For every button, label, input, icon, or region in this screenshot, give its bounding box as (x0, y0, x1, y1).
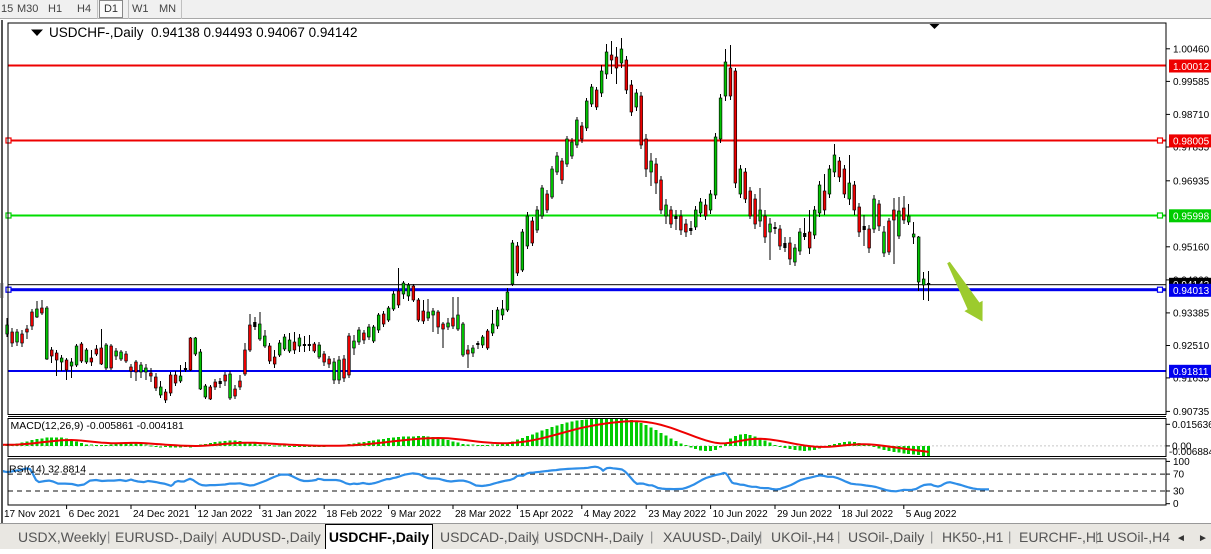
svg-text:RSI(14) 32.8814: RSI(14) 32.8814 (9, 464, 86, 476)
svg-text:24 Dec 2021: 24 Dec 2021 (133, 509, 190, 520)
svg-text:17 Nov 2021: 17 Nov 2021 (4, 509, 61, 520)
svg-text:0.015636: 0.015636 (1172, 420, 1211, 431)
svg-text:1.00012: 1.00012 (1173, 62, 1210, 73)
svg-text:5 Aug 2022: 5 Aug 2022 (906, 509, 957, 520)
svg-text:28 Mar 2022: 28 Mar 2022 (455, 509, 512, 520)
svg-text:31 Jan 2022: 31 Jan 2022 (262, 509, 317, 520)
svg-text:10 Jun 2022: 10 Jun 2022 (713, 509, 768, 520)
svg-text:6 Dec 2021: 6 Dec 2021 (69, 509, 121, 520)
svg-text:15 Apr 2022: 15 Apr 2022 (519, 509, 573, 520)
svg-text:12 Jan 2022: 12 Jan 2022 (197, 509, 252, 520)
svg-text:4 May 2022: 4 May 2022 (584, 509, 637, 520)
svg-text:0.91635: 0.91635 (1173, 373, 1210, 384)
svg-text:23 May 2022: 23 May 2022 (648, 509, 706, 520)
svg-text:0.91811: 0.91811 (1173, 367, 1209, 378)
svg-text:18 Feb 2022: 18 Feb 2022 (326, 509, 383, 520)
svg-text:0.90735: 0.90735 (1173, 407, 1210, 418)
svg-text:1.00460: 1.00460 (1173, 44, 1210, 55)
svg-text:0.94013: 0.94013 (1173, 286, 1210, 297)
svg-text:29 Jun 2022: 29 Jun 2022 (777, 509, 832, 520)
svg-text:0.97835: 0.97835 (1173, 143, 1210, 154)
svg-text:0.00: 0.00 (1172, 441, 1192, 452)
svg-text:0.96935: 0.96935 (1173, 176, 1210, 187)
svg-text:18 Jul 2022: 18 Jul 2022 (841, 509, 893, 520)
svg-text:-0.006884: -0.006884 (1169, 447, 1211, 458)
svg-text:100: 100 (1173, 457, 1190, 468)
svg-text:0.98005: 0.98005 (1173, 137, 1210, 148)
svg-text:0.95160: 0.95160 (1173, 242, 1210, 253)
svg-text:USDCHF-,Daily 0.94138 0.94493: USDCHF-,Daily 0.94138 0.94493 0.94067 0.… (49, 25, 357, 40)
svg-text:0.98710: 0.98710 (1173, 110, 1210, 121)
svg-text:0.95998: 0.95998 (1173, 212, 1210, 223)
svg-text:0: 0 (1173, 499, 1179, 510)
svg-text:70: 70 (1173, 470, 1185, 481)
svg-text:0.92510: 0.92510 (1173, 341, 1210, 352)
svg-text:MACD(12,26,9) -0.005861 -0.004: MACD(12,26,9) -0.005861 -0.004181 (11, 420, 185, 432)
svg-text:0.93385: 0.93385 (1173, 308, 1210, 319)
svg-text:0.99585: 0.99585 (1173, 77, 1210, 88)
svg-text:30: 30 (1173, 487, 1185, 498)
svg-text:9 Mar 2022: 9 Mar 2022 (391, 509, 442, 520)
